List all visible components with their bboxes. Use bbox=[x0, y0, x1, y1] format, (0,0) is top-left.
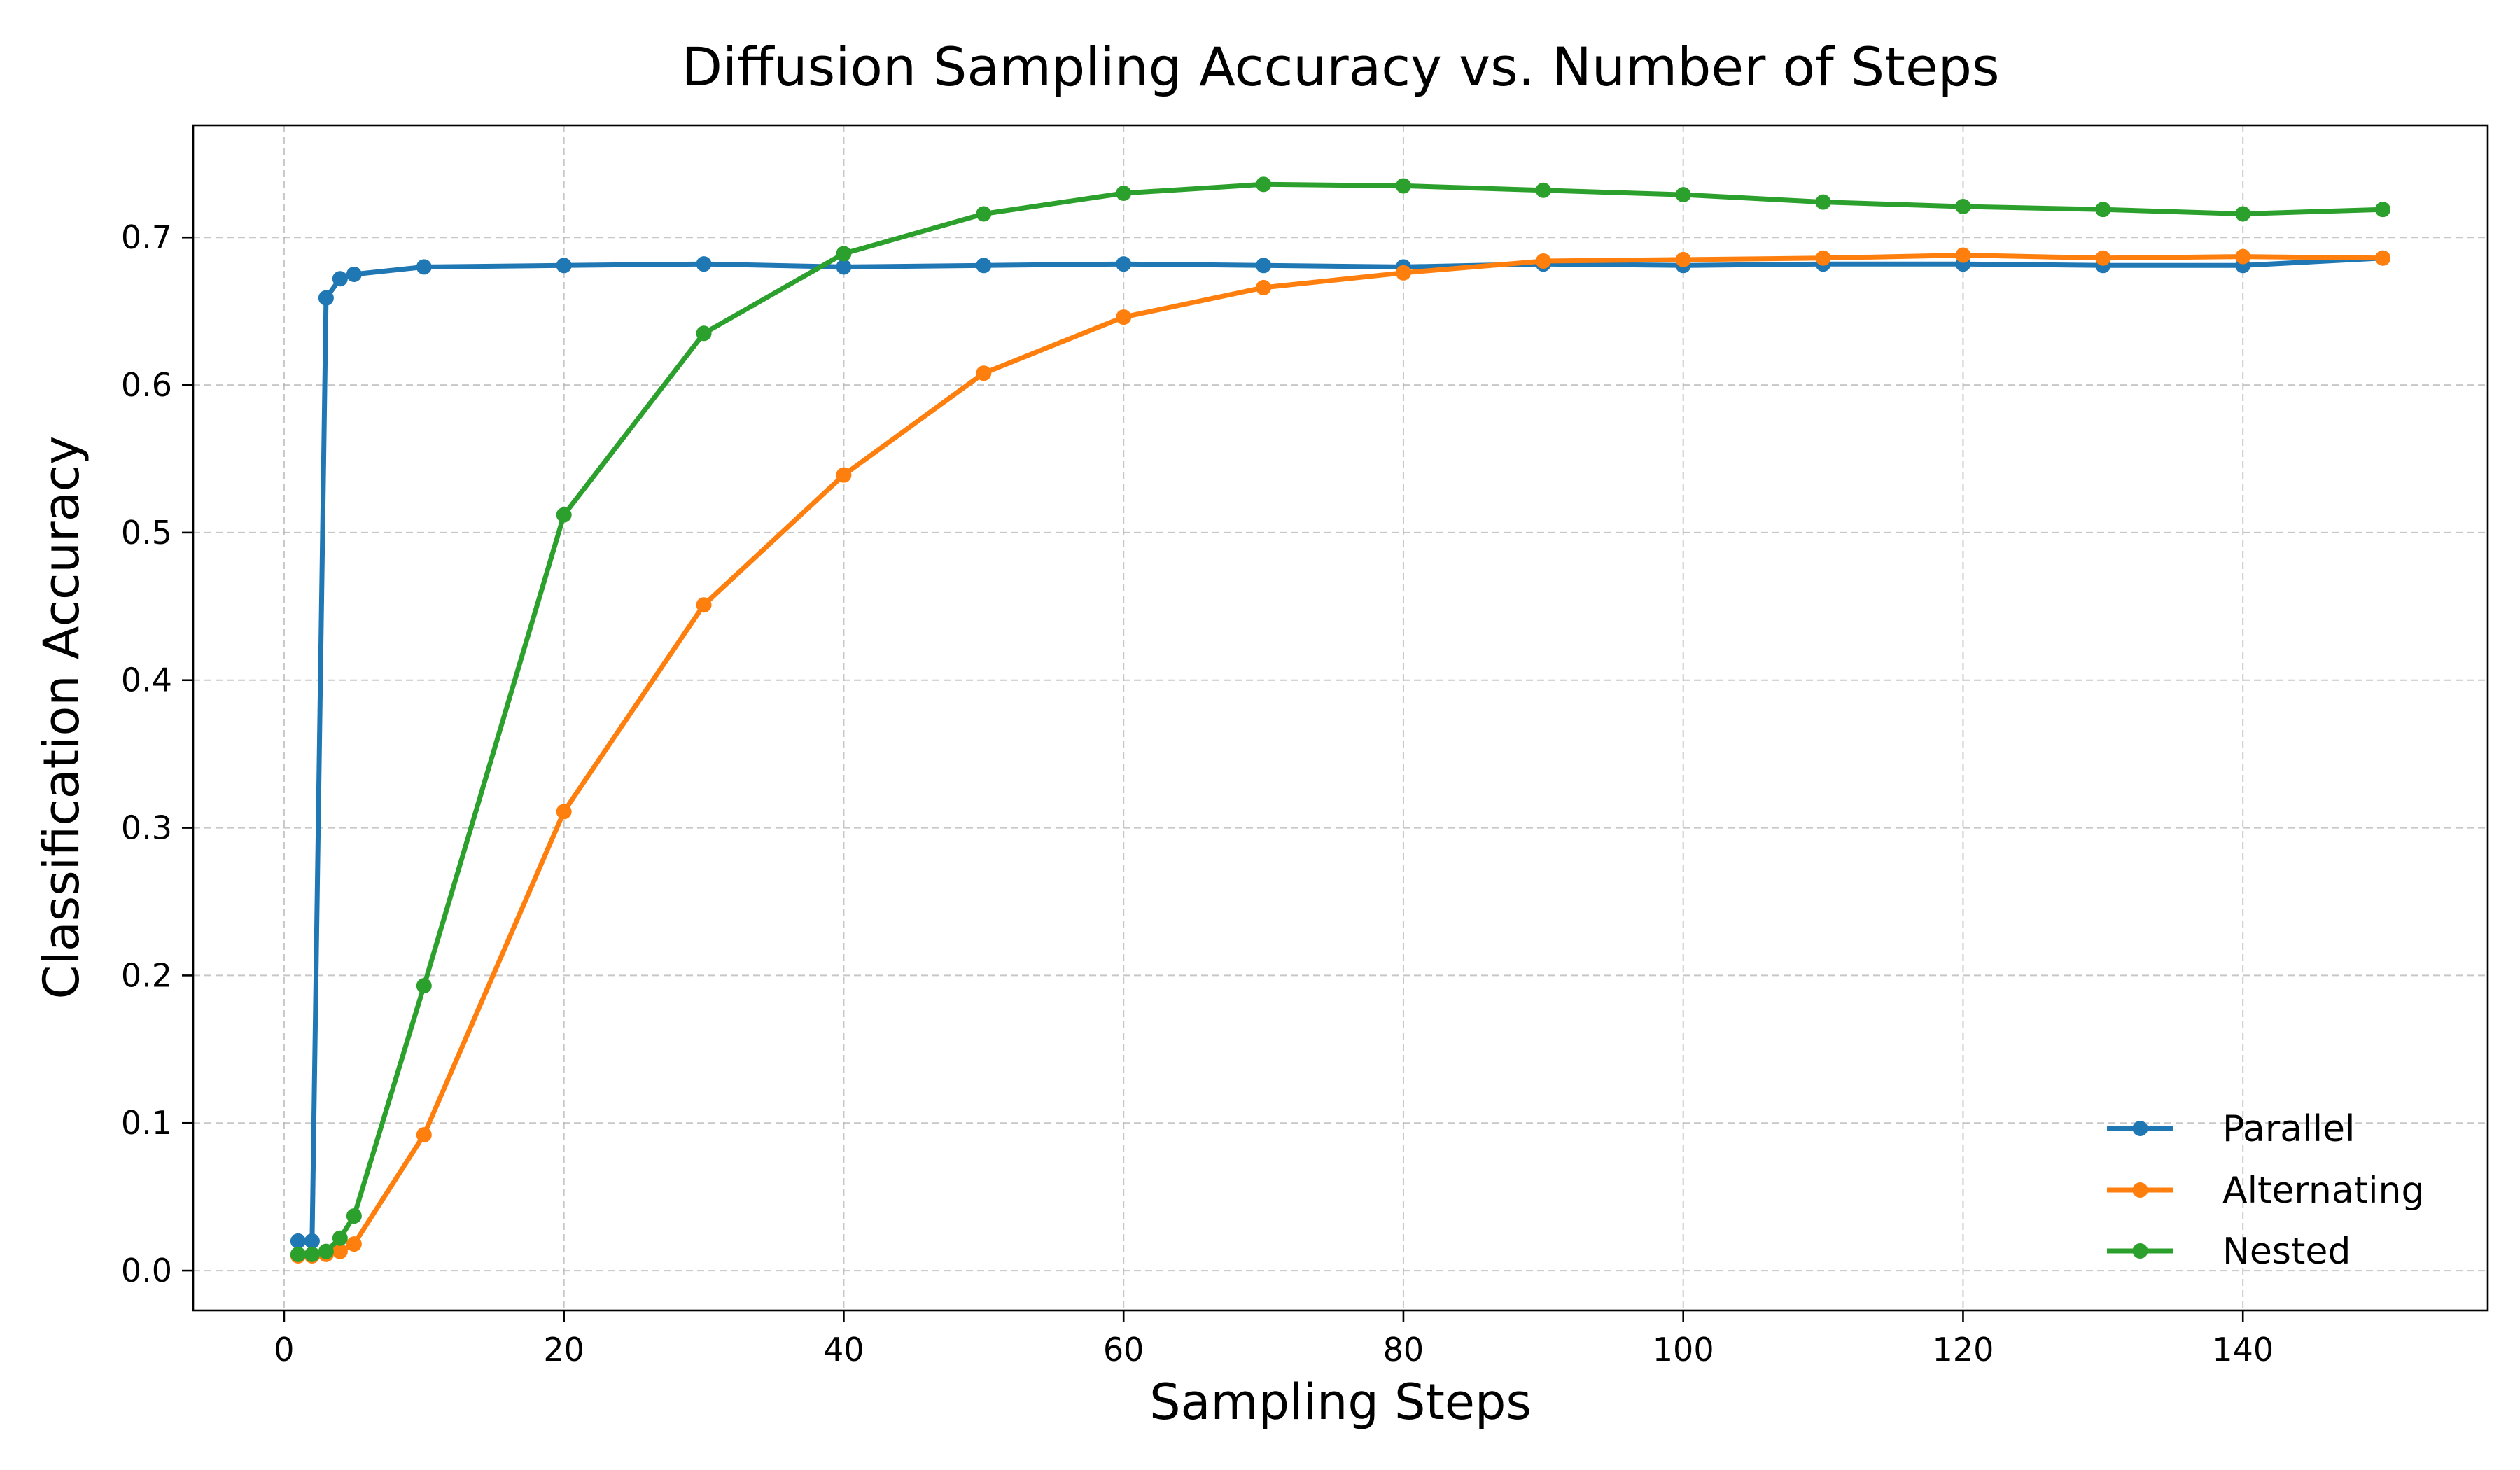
data-point-alternating bbox=[416, 1127, 432, 1143]
data-point-alternating bbox=[1535, 253, 1551, 269]
data-point-alternating bbox=[836, 467, 852, 483]
series-layer bbox=[290, 176, 2391, 1264]
data-point-alternating bbox=[976, 365, 992, 382]
data-point-alternating bbox=[2095, 250, 2111, 266]
legend-item-alternating: Alternating bbox=[2107, 1170, 2425, 1212]
chart-title: Diffusion Sampling Accuracy vs. Number o… bbox=[681, 36, 1999, 98]
data-point-alternating bbox=[332, 1243, 348, 1259]
data-point-parallel bbox=[346, 266, 362, 282]
x-axis-label: Sampling Steps bbox=[1149, 1373, 1532, 1431]
ticks: 0 20 40 60 80 100 120 140 0.0 0.1 0.2 0.3 0.4 0.5 0.6 0… bbox=[121, 218, 2274, 1368]
data-point-nested bbox=[2235, 206, 2251, 222]
x-tick-label: 80 bbox=[1383, 1331, 1424, 1368]
data-point-alternating bbox=[2235, 248, 2251, 265]
y-tick-label: 0.4 bbox=[121, 662, 172, 699]
data-point-parallel bbox=[556, 258, 572, 274]
y-tick-label: 0.0 bbox=[121, 1252, 172, 1289]
legend-marker-nested bbox=[2132, 1243, 2148, 1259]
x-tick-label: 40 bbox=[823, 1331, 864, 1368]
data-point-parallel bbox=[1256, 258, 1272, 274]
legend: Parallel Alternating Nested bbox=[2107, 1108, 2425, 1273]
data-point-nested bbox=[1535, 182, 1551, 198]
data-point-alternating bbox=[1116, 309, 1132, 326]
data-point-nested bbox=[1116, 185, 1132, 201]
y-tick-label: 0.3 bbox=[121, 809, 172, 847]
data-point-parallel bbox=[976, 258, 992, 274]
legend-label-nested: Nested bbox=[2222, 1231, 2351, 1273]
data-point-nested bbox=[2095, 202, 2111, 218]
data-point-alternating bbox=[696, 597, 712, 613]
x-tick-label: 120 bbox=[1933, 1331, 1994, 1368]
series-nested bbox=[290, 176, 2391, 1262]
data-point-parallel bbox=[332, 271, 348, 287]
data-point-parallel bbox=[290, 1233, 306, 1249]
data-point-nested bbox=[976, 206, 992, 222]
legend-marker-alternating bbox=[2132, 1182, 2148, 1198]
plot-frame bbox=[192, 124, 2489, 1312]
data-point-parallel bbox=[836, 259, 852, 275]
x-tick-label: 140 bbox=[2212, 1331, 2274, 1368]
y-tick-label: 0.5 bbox=[121, 514, 172, 552]
data-point-nested bbox=[332, 1230, 348, 1246]
y-tick-label: 0.7 bbox=[121, 218, 172, 256]
data-point-alternating bbox=[2375, 250, 2391, 266]
data-point-alternating bbox=[1815, 250, 1831, 266]
legend-label-alternating: Alternating bbox=[2222, 1170, 2425, 1212]
x-tick-label: 100 bbox=[1653, 1331, 1714, 1368]
y-axis-label: Classification Accuracy bbox=[33, 436, 90, 1000]
data-point-parallel bbox=[304, 1233, 320, 1249]
data-point-parallel bbox=[1116, 256, 1132, 272]
data-point-alternating bbox=[1955, 247, 1971, 263]
data-point-nested bbox=[304, 1246, 320, 1262]
x-tick-label: 0 bbox=[274, 1331, 294, 1368]
data-point-nested bbox=[346, 1208, 362, 1224]
legend-item-nested: Nested bbox=[2107, 1231, 2351, 1273]
data-point-nested bbox=[1675, 187, 1691, 203]
x-tick-label: 60 bbox=[1103, 1331, 1144, 1368]
legend-label-parallel: Parallel bbox=[2222, 1108, 2355, 1150]
grid bbox=[193, 125, 2488, 1310]
data-point-nested bbox=[318, 1243, 334, 1259]
data-point-nested bbox=[2375, 202, 2391, 218]
data-point-parallel bbox=[318, 290, 334, 306]
data-point-alternating bbox=[1675, 251, 1691, 267]
data-point-nested bbox=[1256, 176, 1272, 192]
x-tick-label: 20 bbox=[543, 1331, 584, 1368]
data-point-nested bbox=[696, 326, 712, 342]
data-point-nested bbox=[836, 246, 852, 262]
legend-item-parallel: Parallel bbox=[2107, 1108, 2355, 1150]
data-point-alternating bbox=[1256, 279, 1272, 295]
y-tick-label: 0.2 bbox=[121, 956, 172, 994]
data-point-parallel bbox=[416, 259, 432, 275]
data-point-nested bbox=[290, 1246, 306, 1262]
data-point-alternating bbox=[1395, 265, 1411, 281]
y-tick-label: 0.6 bbox=[121, 366, 172, 404]
data-point-alternating bbox=[346, 1236, 362, 1252]
data-point-nested bbox=[1815, 194, 1831, 210]
data-point-nested bbox=[1955, 198, 1971, 214]
data-point-nested bbox=[556, 507, 572, 523]
data-point-parallel bbox=[696, 256, 712, 272]
y-tick-label: 0.1 bbox=[121, 1104, 172, 1142]
legend-marker-parallel bbox=[2132, 1121, 2148, 1136]
data-point-nested bbox=[1395, 178, 1411, 194]
data-point-alternating bbox=[556, 804, 572, 820]
data-point-nested bbox=[416, 978, 432, 994]
